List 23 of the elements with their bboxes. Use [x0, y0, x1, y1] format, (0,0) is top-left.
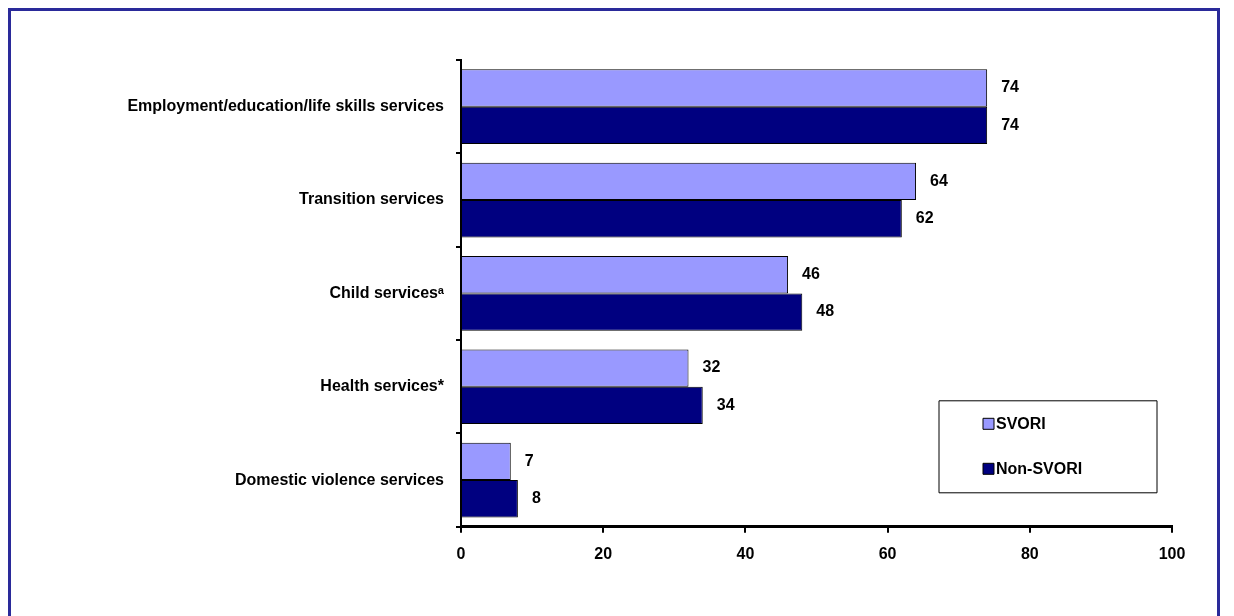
x-tick-label: 80 [1020, 544, 1039, 562]
x-tick-label: 0 [456, 544, 466, 562]
legend-label: Non-SVORI [996, 459, 1083, 477]
data-label: 64 [930, 171, 948, 189]
data-label: 32 [702, 358, 721, 376]
data-label: 62 [915, 209, 934, 227]
data-label: 46 [802, 265, 820, 283]
x-tick-label: 20 [594, 544, 613, 562]
data-label: 8 [531, 489, 541, 507]
data-label: 7 [524, 451, 534, 469]
data-label: 74 [1001, 78, 1020, 96]
y-tick-label: Child servicesᵃ [329, 283, 444, 301]
legend-label: SVORI [996, 414, 1046, 432]
data-label: 74 [1001, 115, 1020, 133]
x-tick-label: 40 [736, 544, 755, 562]
x-tick-label: 100 [1158, 544, 1186, 562]
y-tick-label: Health services* [320, 377, 445, 395]
y-tick-label: Domestic violence services [234, 470, 445, 488]
y-tick-label: Transition services [299, 190, 445, 208]
data-label: 48 [816, 302, 835, 320]
data-label: 34 [716, 395, 735, 413]
x-tick-label: 60 [878, 544, 897, 562]
y-tick-label: Employment/education/life skills services [127, 97, 445, 115]
